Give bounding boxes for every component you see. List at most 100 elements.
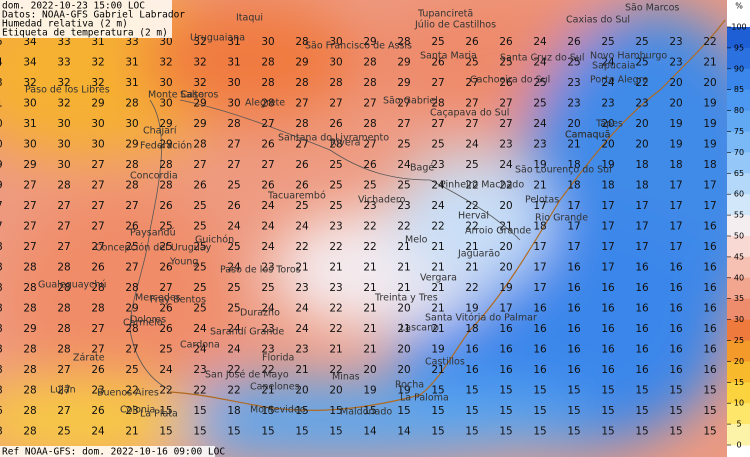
- temperature-label: 16: [499, 364, 513, 376]
- place-label: Mercedes: [135, 293, 181, 304]
- temperature-label: 15: [295, 426, 308, 438]
- temperature-label: 24: [533, 118, 547, 130]
- colorbar-swatch: [727, 47, 750, 70]
- temperature-label: 18: [567, 180, 580, 192]
- temperature-label: 31: [125, 57, 138, 69]
- temperature-label: 23: [329, 221, 342, 233]
- temperature-label: 24: [601, 57, 615, 69]
- temperature-label: 24: [295, 221, 309, 233]
- temperature-label: 25: [159, 221, 172, 233]
- temperature-label: 24: [431, 180, 445, 192]
- temperature-label: 25: [465, 159, 478, 171]
- colorbar-tick-label: 60: [734, 190, 744, 199]
- temperature-label: 28: [261, 57, 274, 69]
- temperature-label: 17: [567, 241, 580, 253]
- temperature-label: 21: [397, 262, 410, 274]
- temperature-label: 17: [669, 241, 682, 253]
- temperature-label: 25: [431, 139, 444, 151]
- temperature-label: 25: [193, 221, 206, 233]
- temperature-label: 28: [125, 323, 138, 335]
- place-label: Buenos Aires: [97, 388, 159, 399]
- temperature-label: 18: [567, 159, 580, 171]
- temperature-label: 21: [363, 323, 376, 335]
- temperature-label: 21: [703, 57, 716, 69]
- temperature-label: 23: [431, 159, 444, 171]
- temperature-label: 16: [669, 303, 683, 315]
- temperature-label: 29: [91, 98, 104, 110]
- temperature-label: 27: [0, 200, 3, 212]
- header-box: [0, 0, 172, 38]
- temperature-label: 20: [635, 139, 648, 151]
- temperature-label: 29: [159, 118, 172, 130]
- place-label: Colonia: [120, 405, 155, 416]
- temperature-label: 30: [329, 36, 342, 48]
- temperature-label: 28: [363, 77, 376, 89]
- temperature-label: 26: [193, 180, 207, 192]
- temperature-label: 16: [703, 303, 717, 315]
- temperature-label: 31: [125, 77, 138, 89]
- temperature-label: 20: [499, 241, 512, 253]
- temperature-label: 29: [295, 57, 308, 69]
- place-label: Chajarí: [143, 126, 177, 137]
- temperature-label: 27: [261, 159, 274, 171]
- temperature-label: 25: [533, 77, 546, 89]
- place-label: Cardona: [180, 340, 220, 351]
- temperature-label: 27: [91, 221, 104, 233]
- temperature-label: 24: [261, 200, 275, 212]
- temperature-label: 16: [703, 262, 717, 274]
- temperature-label: 22: [329, 364, 342, 376]
- temperature-label: 15: [533, 405, 546, 417]
- temperature-label: 29: [363, 36, 376, 48]
- temperature-label: 28: [295, 118, 308, 130]
- temperature-label: 18: [533, 221, 546, 233]
- place-label: Pelotas: [525, 195, 559, 206]
- temperature-label: 27: [465, 98, 478, 110]
- colorbar-swatch: [727, 277, 750, 300]
- temperature-label: 30: [227, 77, 240, 89]
- temperature-label: 18: [601, 180, 614, 192]
- temperature-label: 30: [125, 118, 138, 130]
- temperature-label: 16: [567, 364, 581, 376]
- temperature-label: 25: [125, 364, 138, 376]
- temperature-label: 28: [159, 180, 172, 192]
- temperature-label: 28: [57, 303, 70, 315]
- temperature-label: 16: [567, 344, 581, 356]
- temperature-label: 15: [601, 385, 614, 397]
- colorbar-tick-label: 95: [734, 43, 744, 52]
- colorbar: % 10095908580757065605550454035302520151…: [727, 0, 750, 457]
- temperature-label: 28: [23, 262, 36, 274]
- header-line: dom. 2022-10-23 15:00 LOC: [2, 1, 145, 12]
- temperature-label: 24: [227, 323, 241, 335]
- temperature-label: 33: [125, 36, 138, 48]
- place-label: Paso de los Toros: [220, 265, 301, 276]
- temperature-label: 24: [533, 57, 547, 69]
- temperature-label: 23: [295, 344, 308, 356]
- temperature-label: 28: [431, 98, 444, 110]
- temperature-label: 22: [125, 385, 138, 397]
- colorbar-tick-label: 45: [734, 252, 744, 261]
- temperature-label: 17: [703, 200, 716, 212]
- place-label: Tupanciretã: [417, 9, 473, 20]
- temperature-label: 28: [261, 98, 274, 110]
- temperature-label: 21: [533, 180, 546, 192]
- temperature-label: 20: [397, 344, 410, 356]
- temperature-label: 20: [397, 364, 410, 376]
- temperature-label: 20: [601, 118, 614, 130]
- place-label: Vichadero: [358, 195, 406, 206]
- temperature-label: 27: [363, 98, 376, 110]
- temperature-label: 22: [159, 385, 172, 397]
- temperature-label: 15: [261, 405, 274, 417]
- temperature-label: 19: [669, 118, 682, 130]
- temperature-label: 24: [533, 36, 547, 48]
- temperature-label: 26: [159, 303, 173, 315]
- temperature-label: 22: [465, 221, 478, 233]
- temperature-label: 22: [431, 221, 444, 233]
- place-label: Rivera: [330, 138, 360, 149]
- temperature-label: 20: [363, 364, 376, 376]
- place-label: Cachoeira do Sul: [470, 75, 550, 86]
- temperature-label: 23: [533, 139, 546, 151]
- temperature-label: 29: [159, 139, 172, 151]
- temperature-label: 20: [329, 385, 342, 397]
- temperature-label: 32: [91, 77, 104, 89]
